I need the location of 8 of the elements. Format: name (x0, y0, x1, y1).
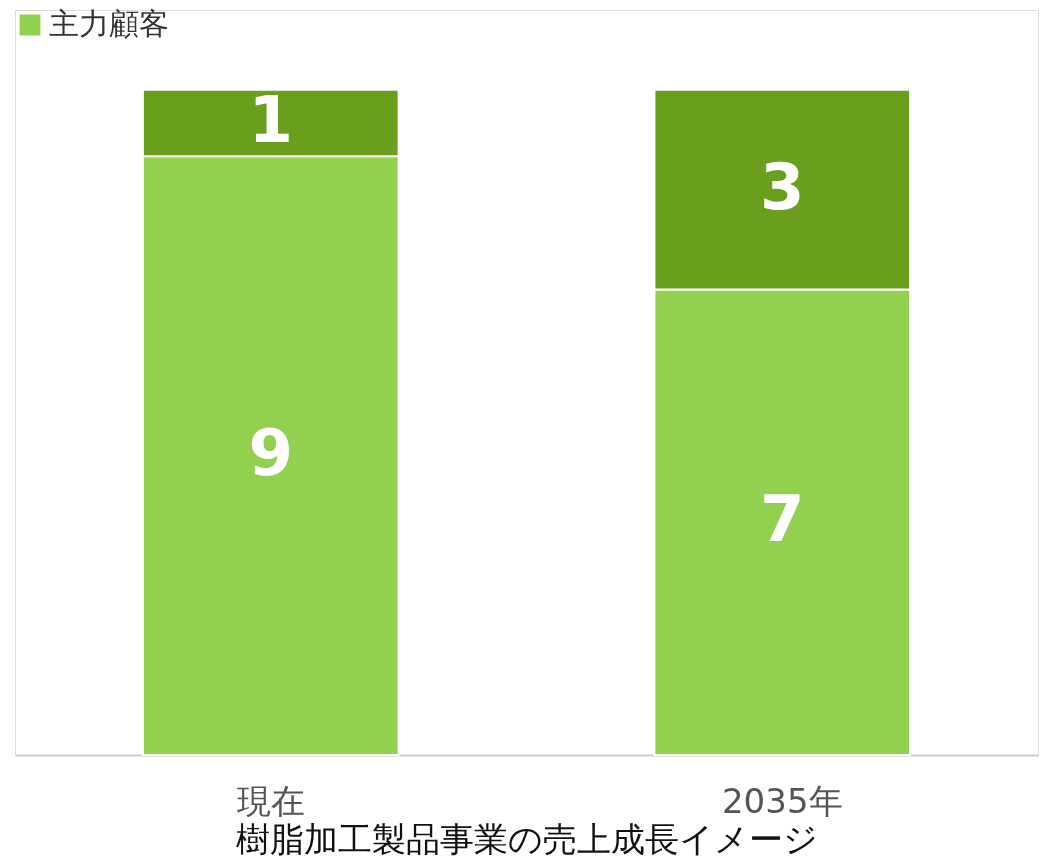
data-label: 7 (759, 482, 805, 557)
x-tick-label: 現在 (236, 780, 305, 821)
x-tick-label: 2035年 (721, 780, 843, 821)
data-label: 9 (248, 415, 294, 490)
legend-label: 主力顧客 (49, 6, 169, 41)
data-label: 3 (759, 149, 805, 224)
data-label: 1 (248, 83, 294, 158)
text: 樹脂加工製品事業の売上成長イメージ (235, 819, 818, 859)
